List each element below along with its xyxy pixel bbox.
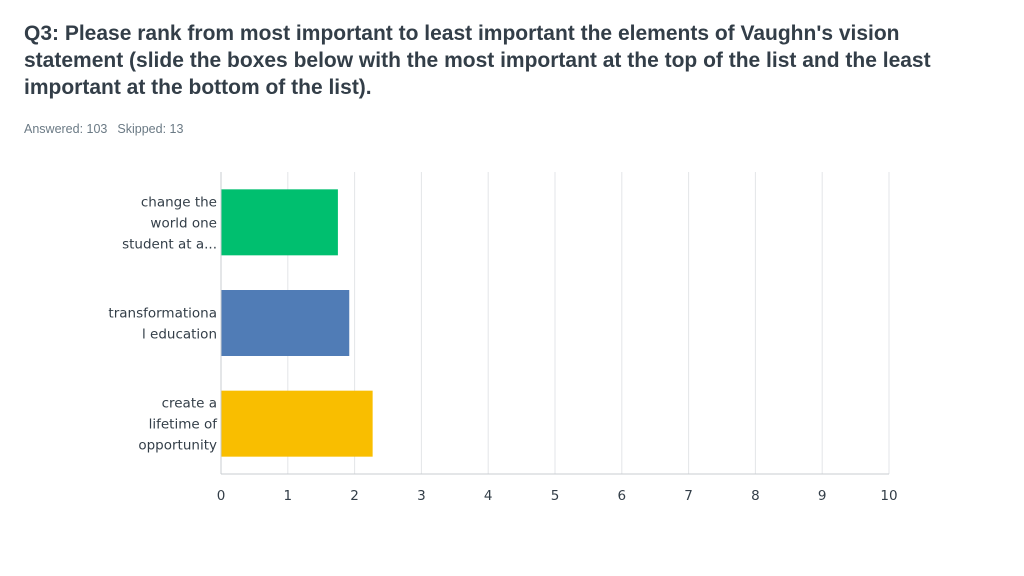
- category-label: student at a...: [122, 236, 217, 252]
- x-tick-label: 5: [551, 488, 560, 504]
- x-tick-label: 2: [350, 488, 359, 504]
- x-tick-label: 3: [417, 488, 426, 504]
- x-tick-label: 1: [284, 488, 293, 504]
- category-label: create a: [162, 396, 217, 412]
- bars: [221, 189, 373, 457]
- x-tick-labels: 0 1 2 3 4 5 6 7 8 9 10: [217, 488, 898, 504]
- x-tick-label: 0: [217, 488, 226, 504]
- question-title: Q3: Please rank from most important to l…: [24, 22, 931, 99]
- x-tick-label: 7: [684, 488, 693, 504]
- skipped-count: Skipped: 13: [117, 122, 184, 136]
- category-label: l education: [142, 327, 217, 343]
- x-tick-label: 8: [751, 488, 760, 504]
- category-label: transformationa: [108, 306, 217, 322]
- category-label: change the: [141, 194, 217, 210]
- axes: [220, 172, 889, 475]
- x-tick-label: 10: [880, 488, 897, 504]
- bar: [221, 189, 338, 256]
- category-label: lifetime of: [149, 417, 219, 433]
- gridlines: [287, 172, 890, 474]
- bar: [221, 290, 350, 356]
- x-tick-label: 6: [618, 488, 627, 504]
- bar: [221, 390, 373, 457]
- category-labels: change the world one student at a... transf…: [108, 194, 218, 453]
- x-tick-label: 4: [484, 488, 493, 504]
- response-stats: Answered: 103 Skipped: 13: [24, 122, 183, 136]
- answered-count: Answered: 103: [24, 122, 108, 136]
- x-tick-label: 9: [818, 488, 827, 504]
- category-label: opportunity: [138, 438, 217, 454]
- category-label: world one: [150, 215, 217, 231]
